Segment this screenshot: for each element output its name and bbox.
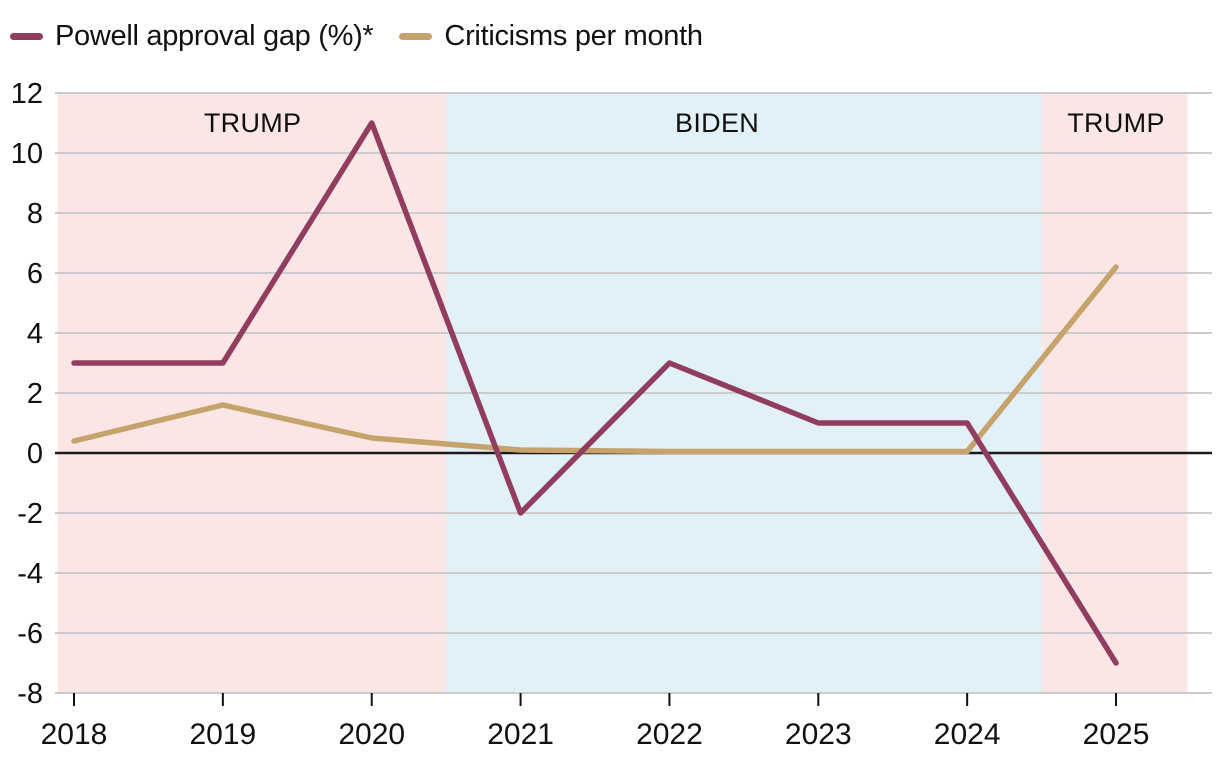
y-tick-label: 4 <box>27 318 43 350</box>
x-tick-label: 2023 <box>785 718 852 751</box>
criticisms-line-swatch <box>399 33 433 40</box>
legend-item-criticisms: Criticisms per month <box>399 20 703 53</box>
legend-label-criticisms: Criticisms per month <box>444 20 703 52</box>
y-tick-label: -4 <box>17 558 43 590</box>
band-label: TRUMP <box>1067 108 1165 138</box>
legend: Powell approval gap (%)* Criticisms per … <box>10 20 703 53</box>
y-tick-label: 12 <box>11 78 43 110</box>
y-tick-label: -6 <box>17 618 43 650</box>
x-tick-label: 2018 <box>41 718 108 751</box>
y-tick-label: 6 <box>27 258 43 290</box>
band-label: BIDEN <box>675 108 759 138</box>
y-tick-label: 2 <box>27 378 43 410</box>
y-tick-label: 10 <box>11 138 43 170</box>
y-tick-label: -8 <box>17 678 43 710</box>
approval-gap-line-swatch <box>10 33 43 40</box>
x-tick-label: 2020 <box>338 718 405 751</box>
band-label: TRUMP <box>204 108 302 138</box>
x-tick-label: 2019 <box>189 718 256 751</box>
y-tick-label: 8 <box>27 198 43 230</box>
legend-item-approval-gap: Powell approval gap (%)* <box>10 20 374 53</box>
x-tick-label: 2025 <box>1083 718 1150 751</box>
x-tick-label: 2024 <box>934 718 1001 751</box>
series-line-criticisms <box>71 264 1119 455</box>
y-tick-label: -2 <box>17 498 43 530</box>
legend-label-approval-gap: Powell approval gap (%)* <box>55 20 374 52</box>
y-tick-label: 0 <box>27 438 43 470</box>
x-tick-label: 2022 <box>636 718 703 751</box>
x-tick-label: 2021 <box>487 718 554 751</box>
series-line-approval-gap <box>71 120 1119 666</box>
